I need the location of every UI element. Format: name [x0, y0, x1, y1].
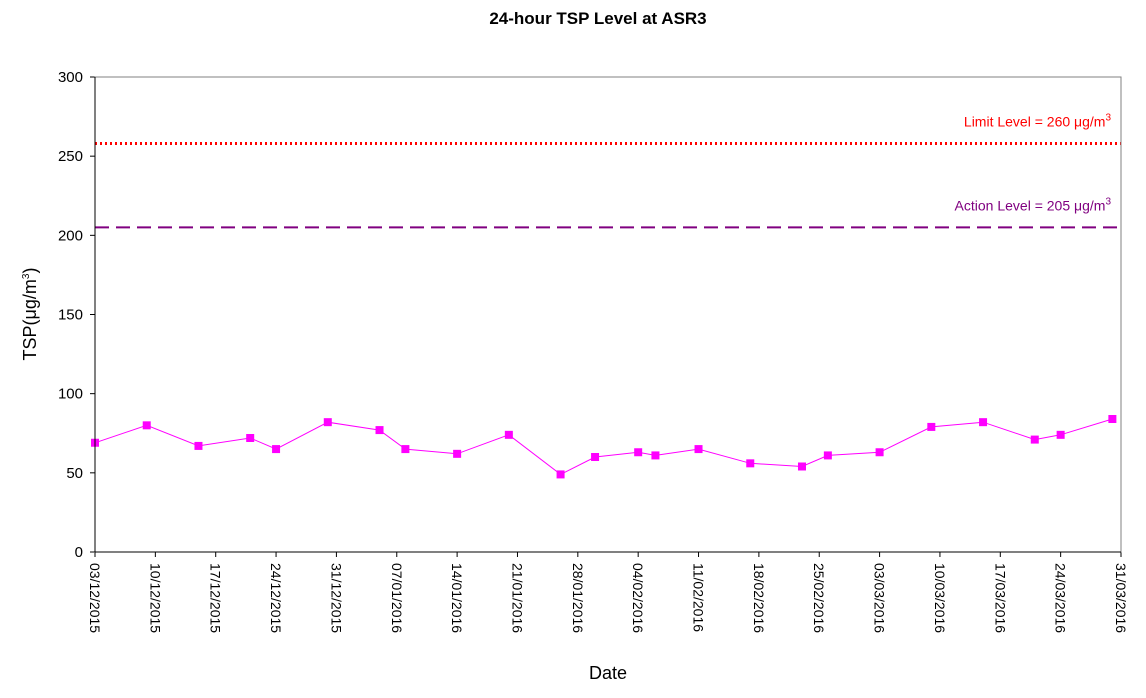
reference-line-label: Limit Level = 260 μg/m3: [964, 113, 1112, 130]
data-point-marker: [651, 451, 660, 460]
data-point-marker: [401, 445, 410, 454]
x-axis-ticks: 03/12/2015 10/12/2015 17/12/2015 24/12/2015…: [87, 552, 1129, 633]
data-point-marker: [504, 430, 513, 439]
data-point-marker: [797, 462, 806, 471]
x-tick-label: 11/02/2016: [691, 563, 707, 632]
data-point-marker: [556, 470, 565, 479]
data-point-marker: [194, 441, 203, 450]
x-axis-title: Date: [589, 663, 627, 683]
data-point-marker: [694, 445, 703, 454]
y-tick-label: 0: [75, 544, 83, 561]
x-tick-label: 03/03/2016: [872, 563, 888, 633]
data-point-marker: [746, 459, 755, 468]
y-tick-label: 250: [58, 148, 83, 165]
x-tick-label: 10/12/2015: [147, 563, 163, 633]
y-tick-label: 100: [58, 386, 83, 403]
x-tick-label: 14/01/2016: [449, 563, 465, 633]
y-axis-ticks: 0 50 100 150 200 250 300: [58, 69, 95, 561]
x-tick-label: 07/01/2016: [389, 563, 405, 633]
x-tick-label: 10/03/2016: [932, 563, 948, 633]
data-point-marker: [375, 426, 384, 435]
x-tick-label: 25/02/2016: [811, 563, 827, 633]
series-line: [94, 418, 1113, 475]
data-series: [91, 415, 1117, 479]
x-tick-label: 03/12/2015: [87, 563, 103, 633]
x-tick-label: 24/12/2015: [268, 563, 284, 633]
data-point-marker: [246, 434, 255, 442]
x-tick-label: 18/02/2016: [751, 563, 767, 633]
chart-title: 24-hour TSP Level at ASR3: [489, 9, 706, 28]
data-point-marker: [142, 421, 151, 430]
data-point-marker: [272, 445, 281, 454]
data-point-marker: [591, 453, 600, 461]
y-tick-label: 200: [58, 227, 83, 244]
data-point-marker: [323, 418, 332, 427]
x-tick-label: 21/01/2016: [509, 563, 525, 633]
x-tick-label: 31/03/2016: [1113, 563, 1129, 633]
x-tick-label: 24/03/2016: [1053, 563, 1069, 633]
y-axis-title: TSP(μg/m3): [20, 268, 40, 361]
data-point-marker: [1030, 435, 1039, 444]
x-tick-label: 04/02/2016: [630, 563, 646, 633]
data-point-marker: [823, 451, 832, 460]
data-point-marker: [927, 422, 936, 431]
y-tick-label: 300: [58, 69, 83, 86]
data-point-marker: [1108, 415, 1117, 423]
y-tick-label: 50: [66, 465, 83, 482]
x-tick-label: 17/12/2015: [208, 563, 224, 633]
x-tick-label: 31/12/2015: [328, 563, 344, 633]
y-tick-label: 150: [58, 307, 83, 324]
data-point-marker: [1056, 430, 1065, 439]
data-point-marker: [453, 449, 462, 458]
data-point-marker: [979, 418, 988, 427]
data-point-marker: [634, 448, 643, 457]
plot-area-frame: [94, 76, 1122, 553]
x-tick-label: 28/01/2016: [570, 563, 586, 633]
data-point-marker: [875, 448, 884, 457]
reference-line-label: Action Level = 205 μg/m3: [955, 196, 1112, 213]
x-tick-label: 17/03/2016: [992, 563, 1008, 633]
reference-lines: Limit Level = 260 μg/m3 Action Level = 20…: [95, 113, 1121, 229]
